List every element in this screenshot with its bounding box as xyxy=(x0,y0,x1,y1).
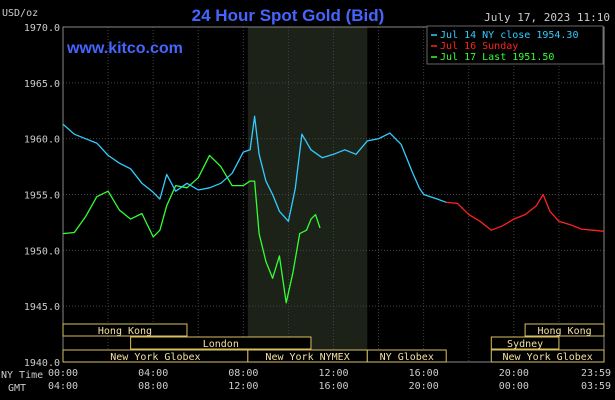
ny-time-label: NY Time xyxy=(1,370,43,381)
ny-time-tick: 12:00 xyxy=(318,368,348,379)
legend-entry: Jul 16 Sunday xyxy=(440,41,518,52)
market-session-label: Hong Kong xyxy=(98,326,152,337)
series-lines xyxy=(62,115,605,304)
ny-time-tick: 20:00 xyxy=(499,368,529,379)
legend-entry: Jul 14 NY close 1954.30 xyxy=(440,30,578,41)
legend-box xyxy=(426,25,604,65)
ny-time-tick: 16:00 xyxy=(409,368,439,379)
y-tick-label: 1960.0 xyxy=(24,135,60,146)
datetime-label: July 17, 2023 11:10 xyxy=(484,11,610,24)
market-session-box xyxy=(490,336,560,350)
gmt-time-tick: 16:00 xyxy=(318,381,348,392)
market-session-label: New York Globex xyxy=(110,352,200,363)
gmt-time-tick: 04:00 xyxy=(48,381,78,392)
market-session-label: London xyxy=(203,339,239,350)
market-session-label: Hong Kong xyxy=(537,326,591,337)
ny-time-tick: 00:00 xyxy=(48,368,78,379)
nymex-highlight-band xyxy=(247,27,368,362)
time-axis: NY Time GMT 00:00 04:00 04:00 08:00 08:00 12:00… xyxy=(1,368,611,394)
watermark: www.kitco.com xyxy=(66,40,183,57)
market-session-label: Sydney xyxy=(507,339,543,350)
legend-entry: Jul 17 Last 1951.50 xyxy=(440,52,554,63)
gmt-label: GMT xyxy=(8,383,26,394)
y-tick-label: 1970.0 xyxy=(24,23,60,34)
market-session-box xyxy=(366,349,447,363)
y-tick-label: 1965.0 xyxy=(24,79,60,90)
series-line xyxy=(62,154,321,304)
unit-label: USD/oz xyxy=(2,8,38,19)
y-tick-label: 1955.0 xyxy=(24,191,60,202)
ny-time-tick: 04:00 xyxy=(138,368,168,379)
market-session-label: New York Globex xyxy=(502,352,592,363)
y-axis-ticks: 1970.0 1965.0 1960.0 1955.0 1950.0 1945.0 1940… xyxy=(24,23,60,369)
gmt-time-tick: 08:00 xyxy=(138,381,168,392)
market-session-label: New York NYMEX xyxy=(265,352,349,363)
y-tick-label: 1940.0 xyxy=(24,358,60,369)
gmt-time-tick: 20:00 xyxy=(409,381,439,392)
series-line xyxy=(62,115,447,222)
market-session-box xyxy=(490,349,605,363)
ny-time-tick: 08:00 xyxy=(228,368,258,379)
series-line xyxy=(446,193,605,232)
y-tick-label: 1950.0 xyxy=(24,246,60,257)
gmt-time-tick: 12:00 xyxy=(228,381,258,392)
gmt-time-tick: 00:00 xyxy=(499,381,529,392)
market-session-label: NY Globex xyxy=(380,352,434,363)
market-sessions: Hong Kong Hong Kong London Sydney New York G… xyxy=(62,323,605,363)
y-tick-label: 1945.0 xyxy=(24,302,60,313)
market-session-box xyxy=(524,323,605,337)
market-session-box xyxy=(62,323,188,337)
chart-title: 24 Hour Spot Gold (Bid) xyxy=(192,6,385,25)
market-session-box xyxy=(130,336,312,350)
ny-time-tick: 23:59 xyxy=(581,368,611,379)
gmt-time-tick: 03:59 xyxy=(581,381,611,392)
